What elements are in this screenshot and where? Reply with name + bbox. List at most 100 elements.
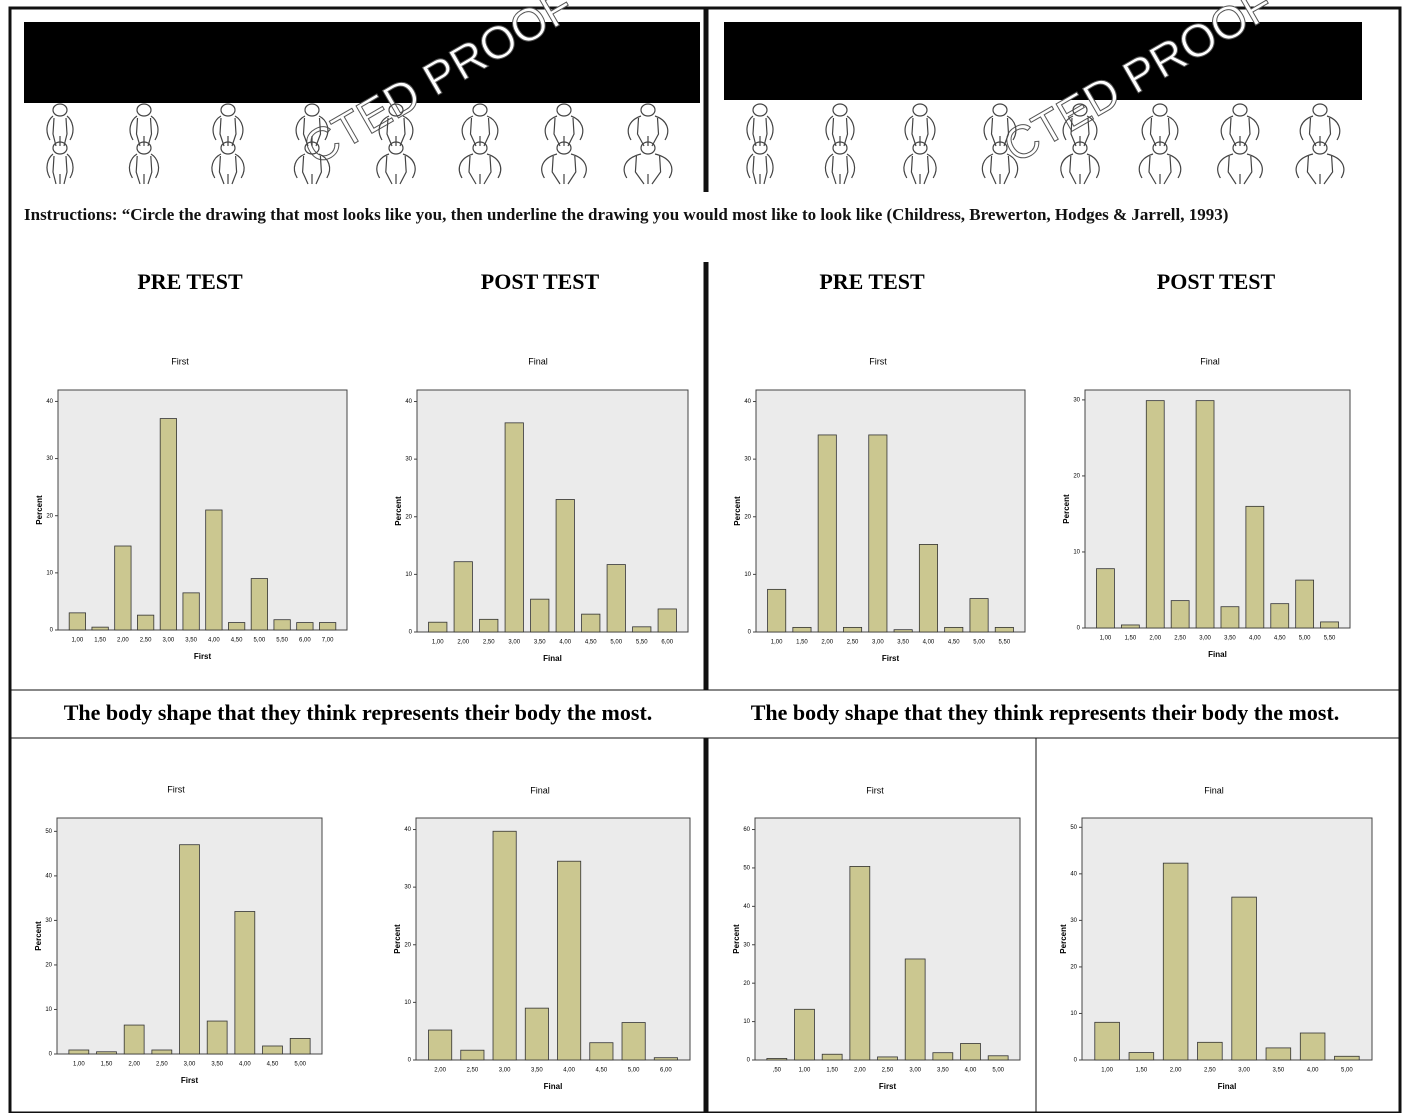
y-tick-label: 40 [46,399,53,405]
chart-title: Final [1204,785,1224,795]
x-tick-label: 6,00 [661,640,673,646]
body-figure [388,141,404,155]
bar [96,1051,117,1055]
bar [179,844,200,1055]
y-tick-label: 50 [743,866,750,872]
x-tick-label: 2,50 [847,640,859,646]
x-tick-label: 3,00 [163,638,175,644]
body-figure [293,153,331,185]
x-tick-label: 1,50 [101,1062,113,1068]
y-tick-label: 50 [45,829,52,835]
x-tick-label: 3,00 [909,1068,921,1074]
x-tick-label: 3,00 [1199,636,1211,642]
bar [606,564,626,633]
x-tick-label: 2,50 [483,640,495,646]
instructions: Instructions: “Circle the drawing that m… [24,205,1229,224]
body-figure [1072,103,1088,117]
y-tick-label: 0 [748,630,752,636]
y-tick-label: 30 [405,457,412,463]
y-tick-label: 40 [45,873,52,879]
x-tick-label: 3,50 [897,640,909,646]
heading: POST TEST [1157,269,1276,294]
body-figure [1062,115,1098,147]
bar [151,1049,173,1055]
bar [767,588,787,633]
bar [1265,1047,1292,1061]
x-tick-label: 2,00 [854,1068,866,1074]
bar [994,626,1014,633]
y-tick-label: 40 [404,827,411,833]
bar [1295,579,1315,629]
body-figure [752,103,768,117]
body-figure [825,115,855,147]
body-figure [1217,153,1263,185]
x-tick-label: 1,50 [94,638,106,644]
body-figure [912,103,928,117]
bar [91,626,109,631]
bar [273,619,291,631]
x-tick-label: 1,00 [72,638,84,644]
y-tick-label: 20 [46,513,53,519]
bar [1145,400,1165,629]
y-tick-label: 10 [744,572,751,578]
body-figure [129,115,159,147]
plot-area [57,389,348,631]
chart-title: First [171,356,189,366]
body-figure [992,103,1008,117]
x-tick-label: 6,00 [299,638,311,644]
bar [182,592,200,631]
body-figure [627,115,669,147]
y-tick-label: 0 [49,1052,53,1058]
bar [250,578,268,631]
body-figure [1220,115,1260,147]
chart-title: First [866,785,884,795]
y-tick-label: 20 [405,514,412,520]
body-figure [746,153,774,185]
y-tick-label: 0 [408,1058,412,1064]
body-figure [544,115,584,147]
x-tick-label: 2,00 [117,638,129,644]
x-tick-label: ,50 [773,1068,782,1074]
x-tick-label: 3,50 [185,638,197,644]
bar [557,860,582,1061]
heading: PRE TEST [137,269,243,294]
x-tick-label: 2,50 [140,638,152,644]
y-tick-label: 30 [404,885,411,891]
x-tick-label: 1,00 [432,640,444,646]
y-axis-label: Percent [393,924,402,954]
x-tick-label: 1,00 [771,640,783,646]
bar [137,614,155,631]
body-figure [1141,115,1179,147]
x-tick-label: 5,00 [1341,1068,1353,1074]
banner [24,22,700,103]
x-axis-label: First [194,652,212,661]
y-tick-label: 10 [1070,1011,1077,1017]
x-tick-label: 2,00 [821,640,833,646]
caption: The body shape that they think represent… [64,700,653,725]
y-tick-label: 0 [1074,1058,1078,1064]
plot-area [415,817,691,1061]
body-figure [211,153,245,185]
bar [123,1024,145,1055]
body-figure [556,103,572,117]
bar [1197,1041,1223,1061]
body-figure [304,103,320,117]
bar [1299,1032,1326,1061]
bar [1320,621,1339,629]
bar [1245,505,1265,629]
body-figure [220,141,236,155]
x-tick-label: 2,50 [882,1068,894,1074]
bar [504,422,524,633]
chart-title: Final [1200,356,1220,366]
y-tick-label: 30 [744,457,751,463]
y-axis-label: Percent [1059,924,1068,954]
x-tick-label: 5,00 [254,638,266,644]
y-tick-label: 30 [45,918,52,924]
body-figure [304,141,320,155]
x-tick-label: 4,50 [585,640,597,646]
x-tick-label: 3,50 [1273,1068,1285,1074]
x-tick-label: 5,00 [992,1068,1004,1074]
x-tick-label: 1,50 [1136,1068,1148,1074]
body-figure [904,115,936,147]
